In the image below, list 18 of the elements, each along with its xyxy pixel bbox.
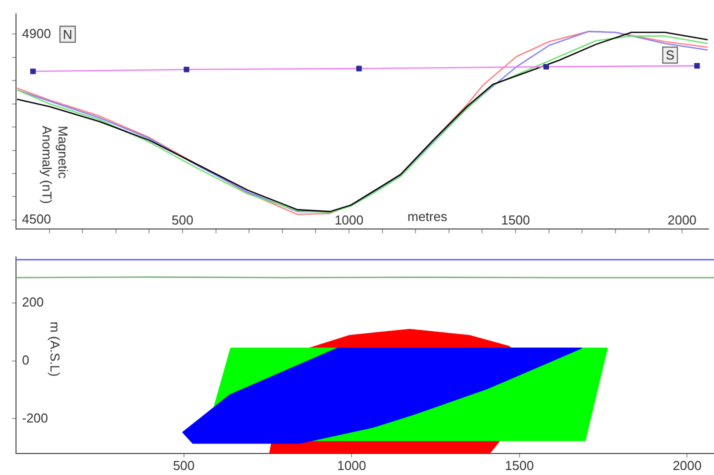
annotation: S bbox=[666, 48, 675, 63]
x-tick-label: 2000 bbox=[672, 458, 702, 473]
y-tick-label: 4900 bbox=[22, 26, 51, 41]
x-tick-label: 1000 bbox=[337, 458, 366, 473]
y-tick-label: -200 bbox=[22, 410, 48, 426]
y-tick-label: 200 bbox=[22, 294, 44, 310]
x-axis-title: metres bbox=[407, 208, 448, 224]
x-tick-label: 500 bbox=[172, 212, 194, 228]
x-tick-label: 500 bbox=[172, 458, 195, 473]
y-tick-label: 4500 bbox=[22, 211, 51, 226]
y-tick-label: 0 bbox=[22, 352, 30, 368]
x-tick-label: 1500 bbox=[501, 212, 530, 228]
x-tick-label: 1000 bbox=[334, 212, 364, 228]
x-tick-label: 1500 bbox=[504, 458, 534, 473]
annotation: N bbox=[62, 26, 72, 42]
y-axis-title: Magnetic Anomaly (nT) bbox=[39, 126, 70, 204]
y-axis-title: m (A.S.L) bbox=[47, 322, 62, 377]
x-tick-label: 2000 bbox=[668, 212, 697, 228]
